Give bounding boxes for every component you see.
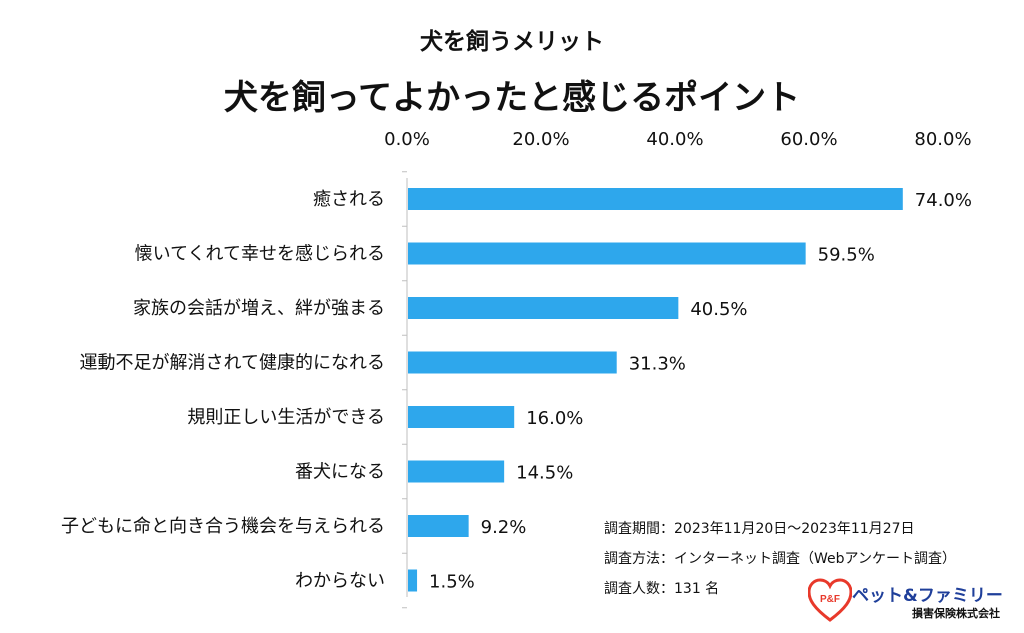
category-label: 子どもに命と向き合う機会を与えられる	[61, 516, 385, 537]
category-label: 家族の会話が増え、絆が強まる	[133, 298, 385, 319]
x-tick-label: 60.0%	[780, 129, 837, 150]
bar	[408, 406, 515, 428]
bar	[408, 569, 418, 592]
x-tick-label: 0.0%	[384, 129, 430, 150]
data-label: 16.0%	[526, 408, 583, 429]
x-tick-label: 20.0%	[512, 129, 569, 150]
data-label: 59.5%	[818, 245, 875, 266]
data-label: 14.5%	[516, 463, 573, 484]
category-label: 規則正しい生活ができる	[187, 407, 385, 428]
x-tick-label: 80.0%	[914, 129, 971, 150]
data-label: 74.0%	[915, 190, 972, 211]
data-label: 40.5%	[690, 299, 747, 320]
heart-logo-icon: P&F	[808, 578, 852, 622]
survey-method: 調査方法：インターネット調査（Webアンケート調査）	[604, 551, 956, 567]
survey-period: 調査期間：2023年11月20日～2023年11月27日	[604, 521, 915, 537]
chart-title: 犬を飼うメリット	[420, 29, 604, 55]
category-label: わからない	[295, 571, 385, 592]
bar	[408, 515, 469, 537]
chart-subtitle: 犬を飼ってよかったと感じるポイント	[223, 78, 801, 118]
category-label: 番犬になる	[295, 462, 385, 483]
survey-respondents: 調査人数：131 名	[604, 581, 720, 597]
bar	[408, 188, 903, 210]
bar	[408, 297, 679, 319]
company-logo: P&F ペット&ファミリー 損害保険株式会社	[808, 578, 1014, 624]
survey-notes: 調査期間：2023年11月20日～2023年11月27日 調査方法：インターネッ…	[604, 514, 956, 604]
data-label: 31.3%	[629, 354, 686, 375]
category-label: 懐いてくれて幸せを感じられる	[135, 244, 385, 265]
bar	[408, 242, 806, 265]
category-label: 運動不足が解消されて健康的になれる	[80, 353, 385, 374]
x-tick-label: 40.0%	[646, 129, 703, 150]
logo-mark: P&F	[820, 594, 840, 605]
logo-name: ペット&ファミリー	[852, 586, 1003, 606]
category-label: 癒される	[313, 189, 385, 210]
logo-company: 損害保険株式会社	[912, 607, 1000, 620]
data-label: 1.5%	[429, 572, 475, 593]
data-label: 9.2%	[481, 517, 527, 538]
bar	[408, 351, 617, 374]
bar	[408, 460, 505, 483]
